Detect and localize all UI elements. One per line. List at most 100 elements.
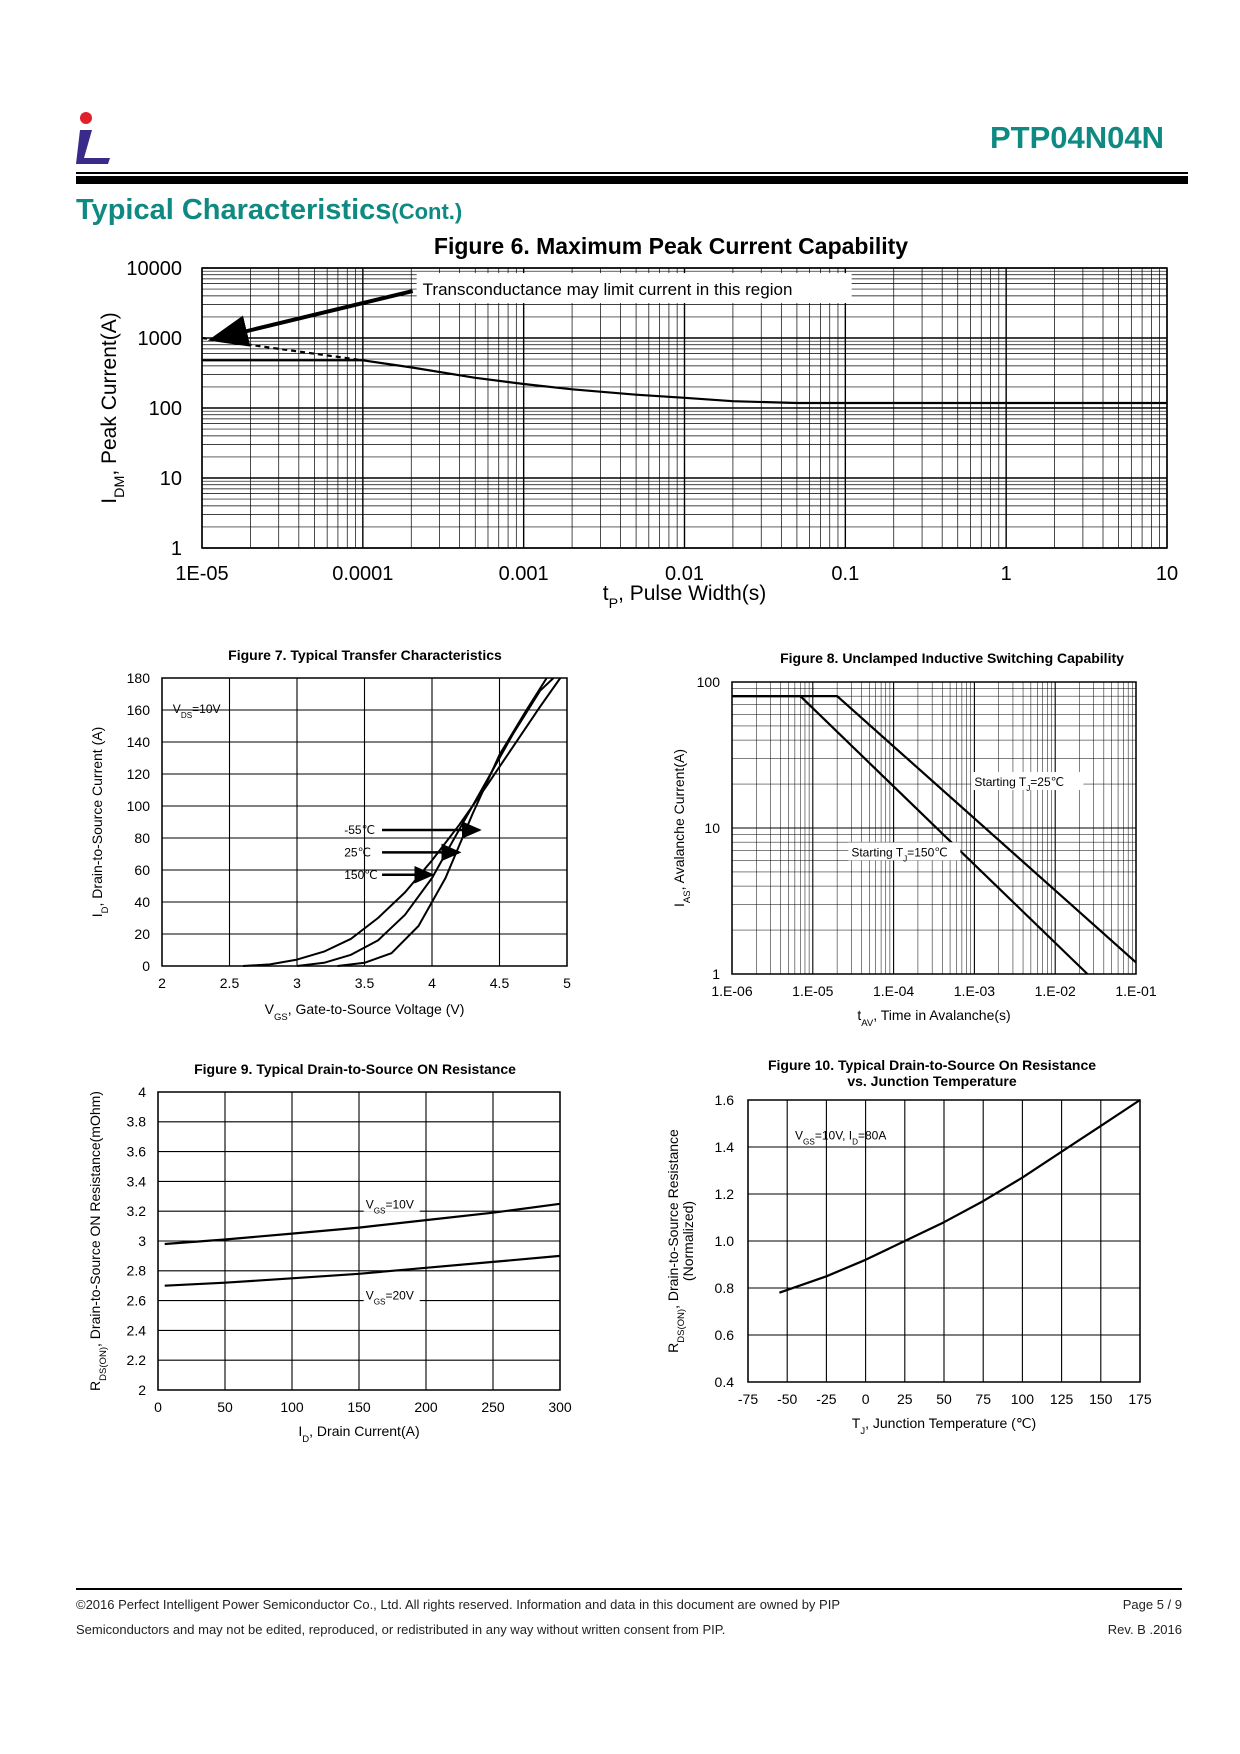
fig9-series-0-line xyxy=(164,1202,561,1246)
fig8-y-axis-label: IAS, Avalanche Current(A) xyxy=(671,749,693,907)
fig8-series-label-1-part-1: J xyxy=(903,854,907,863)
fig7-y-axis-label-part-1: D xyxy=(100,906,111,913)
fig8-series-label-1: Starting TJ=150℃ xyxy=(851,845,947,863)
fig9-x-axis-label-part-1: D xyxy=(302,1434,309,1445)
fig10-y-tick-label: 1.2 xyxy=(715,1186,735,1202)
fig6-x-tick-label: 1E-05 xyxy=(175,563,228,585)
logo-letter xyxy=(76,130,110,164)
fig10-title-line2: vs. Junction Temperature xyxy=(847,1073,1017,1089)
fig8-series-1-line xyxy=(732,695,1089,975)
fig9-series-label-0-part-2: =10V xyxy=(386,1198,414,1212)
fig7-x-tick-label: 4 xyxy=(428,975,436,991)
footer-copyright-line1: ©2016 Perfect Intelligent Power Semicond… xyxy=(76,1597,840,1612)
fig6-y-tick-label: 10 xyxy=(160,468,182,490)
figure10-chart: -75 -50 -25 0 25 50 75 100 125 150 175 0.4 0.6 0.8 1.0… xyxy=(665,1057,1152,1437)
fig8-series-label-1-part-0: Starting T xyxy=(851,845,903,859)
fig8-plot-frame xyxy=(731,681,1137,975)
fig10-x-axis-label-part-2: , Junction Temperature (℃) xyxy=(865,1415,1036,1431)
fig9-x-axis-label-part-2: , Drain Current(A) xyxy=(309,1423,419,1439)
fig10-y-axis-label-part-0: R xyxy=(665,1343,681,1353)
fig9-x-tick-label: 150 xyxy=(347,1399,371,1415)
fig8-x-tick-label: 1.E-03 xyxy=(954,983,995,999)
fig8-series-0-line xyxy=(732,695,1137,964)
fig7-series-1-line xyxy=(296,677,555,967)
fig10-condition-label-part-1: GS xyxy=(803,1137,815,1146)
fig10-title: Figure 10. Typical Drain-to-Source On Re… xyxy=(768,1057,1096,1073)
fig9-x-axis-label: ID, Drain Current(A) xyxy=(298,1423,419,1445)
fig10-condition-label-part-4: =80A xyxy=(858,1128,886,1142)
fig6-grid xyxy=(201,267,1168,549)
fig9-title: Figure 9. Typical Drain-to-Source ON Res… xyxy=(194,1061,516,1077)
section-title: Typical Characteristics(Cont.) xyxy=(76,194,462,227)
fig10-y-tick-label: 0.4 xyxy=(715,1374,735,1390)
fig6-y-axis-label: IDM, Peak Current(A) xyxy=(98,312,128,503)
fig9-series-label-0: VGS=10V xyxy=(366,1198,414,1216)
fig9-x-tick-label: 50 xyxy=(217,1399,233,1415)
fig8-series-label-0-part-1: J xyxy=(1026,784,1030,793)
fig10-x-tick-label: 175 xyxy=(1128,1391,1152,1407)
fig9-y-tick-label: 2.2 xyxy=(127,1352,147,1368)
fig7-x-tick-label: 2 xyxy=(158,975,166,991)
fig9-series-label-0-part-0: V xyxy=(366,1198,374,1212)
fig6-x-tick-label: 1 xyxy=(1001,563,1012,585)
fig7-series-label-0: -55℃ xyxy=(344,823,375,837)
fig8-series-label-0-part-0: Starting T xyxy=(974,775,1026,789)
fig9-x-axis-label-part-0: I xyxy=(298,1423,302,1439)
fig7-series-label-2: 150℃ xyxy=(344,868,378,882)
fig6-y-axis-label-part-1: DM xyxy=(112,476,128,498)
fig8-y-tick-label: 10 xyxy=(704,820,720,836)
fig10-x-tick-label: 50 xyxy=(936,1391,952,1407)
fig7-y-tick-label: 120 xyxy=(127,766,151,782)
fig7-y-tick-label: 0 xyxy=(142,958,150,974)
fig7-condition-label-part-2: =10V xyxy=(192,702,220,716)
fig10-y-axis-label: RDS(ON), Drain-to-Source Resistance xyxy=(665,1129,687,1353)
fig8-y-axis-label-part-1: AS xyxy=(682,890,693,903)
fig9-series-label-1-part-0: V xyxy=(366,1289,374,1303)
fig7-y-tick-label: 180 xyxy=(127,670,151,686)
fig10-x-tick-label: 0 xyxy=(862,1391,870,1407)
fig10-x-tick-label: 100 xyxy=(1011,1391,1035,1407)
fig10-y-tick-label: 1.6 xyxy=(715,1092,735,1108)
fig10-y-tick-label: 0.6 xyxy=(715,1327,735,1343)
fig9-y-tick-label: 3.2 xyxy=(127,1203,147,1219)
fig9-y-axis-label-part-0: R xyxy=(87,1381,103,1391)
fig8-x-axis-label-part-0: t xyxy=(857,1007,861,1023)
fig9-y-tick-label: 3.4 xyxy=(127,1173,147,1189)
fig6-x-tick-label: 10 xyxy=(1156,563,1178,585)
fig7-x-axis-label-part-1: GS xyxy=(274,1012,288,1023)
fig9-series-label-1-part-2: =20V xyxy=(386,1289,414,1303)
fig9-plot-frame xyxy=(157,1091,561,1391)
part-number: PTP04N04N xyxy=(989,120,1164,155)
fig7-condition-label: VDS=10V xyxy=(173,702,221,720)
company-logo xyxy=(76,112,110,164)
fig9-y-tick-label: 4 xyxy=(138,1084,146,1100)
fig9-y-axis-label-part-2: , Drain-to-Source ON Resistance(mOhm) xyxy=(87,1091,103,1347)
fig6-x-axis-label-part-2: , Pulse Width(s) xyxy=(618,582,766,605)
fig7-y-tick-label: 160 xyxy=(127,702,151,718)
fig8-series-label-0: Starting TJ=25℃ xyxy=(974,775,1064,793)
footer-copyright-line2: Semiconductors and may not be edited, re… xyxy=(76,1622,726,1637)
header-rule-thin xyxy=(76,172,1188,174)
fig7-y-tick-label: 60 xyxy=(134,862,150,878)
fig7-x-tick-label: 3.5 xyxy=(355,975,375,991)
fig9-x-tick-label: 250 xyxy=(481,1399,505,1415)
fig9-y-tick-label: 2.4 xyxy=(127,1322,147,1338)
fig9-series-1-line xyxy=(164,1254,561,1287)
fig8-series-label-bg-0 xyxy=(971,772,1084,791)
footer-rule xyxy=(76,1588,1182,1590)
fig8-x-axis-label: tAV, Time in Avalanche(s) xyxy=(857,1007,1010,1029)
fig8-x-axis-label-part-2: , Time in Avalanche(s) xyxy=(873,1007,1010,1023)
fig8-x-tick-label: 1.E-05 xyxy=(792,983,833,999)
fig7-condition-label-part-0: V xyxy=(173,702,181,716)
fig6-y-axis-label-part-0: I xyxy=(98,498,121,504)
fig7-y-tick-label: 40 xyxy=(134,894,150,910)
fig9-series-label-0-part-1: GS xyxy=(374,1206,386,1215)
fig7-y-tick-label: 140 xyxy=(127,734,151,750)
fig7-title: Figure 7. Typical Transfer Characteristi… xyxy=(228,647,502,663)
fig10-x-tick-label: 25 xyxy=(897,1391,913,1407)
fig8-y-tick-label: 100 xyxy=(697,674,721,690)
fig6-x-tick-label: 0.0001 xyxy=(332,563,393,585)
fig8-title: Figure 8. Unclamped Inductive Switching … xyxy=(780,650,1124,666)
fig8-y-axis-label-part-2: , Avalanche Current(A) xyxy=(671,749,687,890)
fig8-x-tick-label: 1.E-04 xyxy=(873,983,914,999)
